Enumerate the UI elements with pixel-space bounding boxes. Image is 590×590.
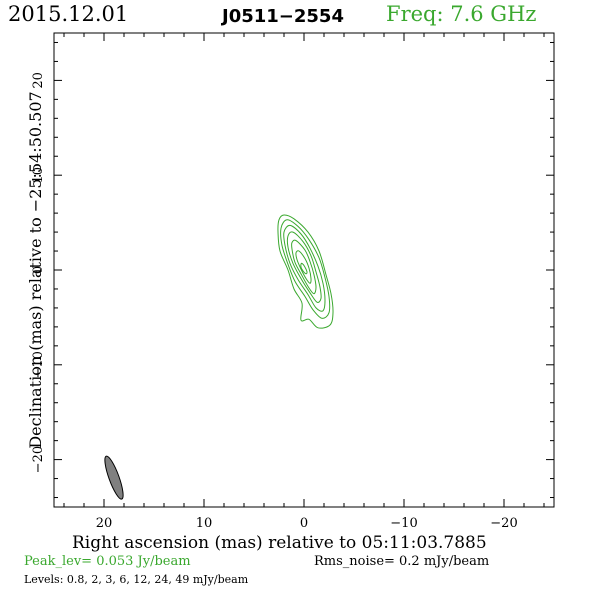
contour-level-2	[280, 219, 331, 319]
source-name: J0511−2554	[222, 6, 344, 27]
y-tick-label: −20	[31, 446, 46, 473]
contour-level-3	[283, 224, 326, 312]
tick-marks	[54, 33, 554, 507]
contour-levels: Levels: 0.8, 2, 3, 6, 12, 24, 49 mJy/bea…	[24, 573, 249, 586]
epoch-date: 2015.12.01	[8, 2, 129, 26]
x-tick-label: 20	[96, 516, 113, 531]
frequency-label: Freq: 7.6 GHz	[386, 2, 537, 26]
contour-group	[277, 214, 334, 329]
contour-level-5	[291, 239, 317, 295]
y-tick-label: −10	[31, 351, 46, 378]
x-axis-label: Right ascension (mas) relative to 05:11:…	[72, 533, 487, 553]
y-tick-label: 0	[31, 266, 46, 274]
contour-level-7	[300, 262, 308, 275]
contour-level-6	[295, 250, 312, 284]
tick-labels: 20 10 0 −10 −20 20 10 0 −10 −20	[31, 72, 518, 531]
rms-noise: Rms_noise= 0.2 mJy/beam	[314, 554, 490, 569]
x-tick-label: 10	[196, 516, 213, 531]
x-tick-label: −20	[490, 516, 517, 531]
plot-frame	[53, 32, 555, 508]
y-tick-label: 10	[31, 167, 46, 184]
contour-level-4	[286, 231, 322, 303]
peak-level: Peak_lev= 0.053 Jy/beam	[24, 554, 191, 569]
x-tick-label: −10	[390, 516, 417, 531]
beam-group	[104, 455, 124, 500]
x-tick-label: 0	[300, 516, 308, 531]
y-tick-label: 20	[31, 72, 46, 89]
y-axis-label: Declination (mas) relative to −25:54:50.…	[26, 91, 45, 448]
beam-ellipse	[104, 455, 124, 500]
contour-level-1	[277, 214, 334, 329]
